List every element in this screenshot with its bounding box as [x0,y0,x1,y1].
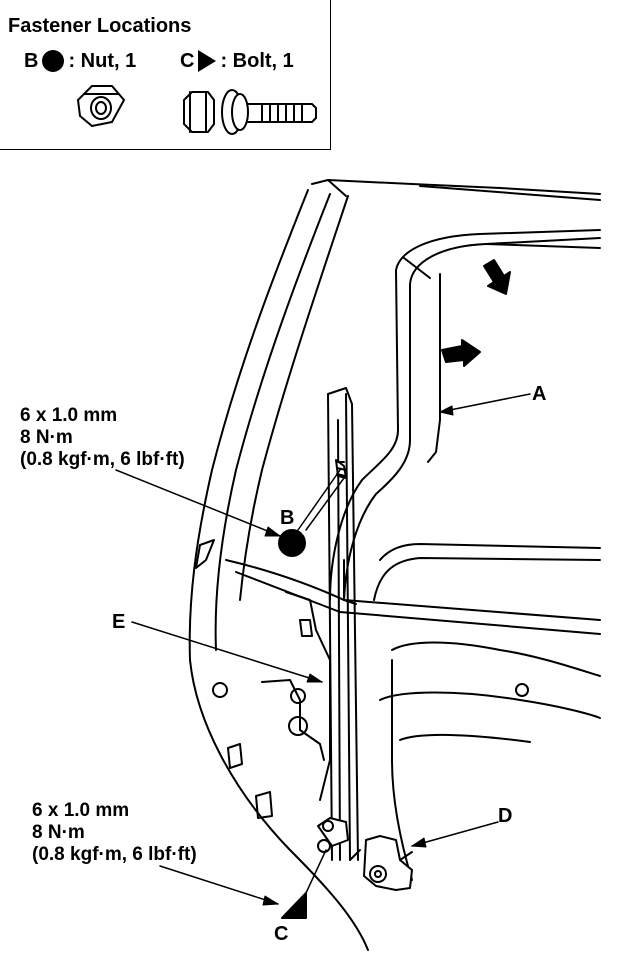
nut-dot-icon [42,50,65,72]
leader-arrowheads [262,405,454,906]
bolt-legend: C : Bolt, 1 [180,50,294,72]
direction-arrows [441,259,511,367]
bolt-c-part [317,817,349,853]
fastener-locations-box [0,0,331,150]
nut-legend: B : Nut, 1 [24,50,136,72]
nut-letter: B [24,50,39,72]
nut-b-marker [278,529,306,557]
torque-callout-c: 6 x 1.0 mm 8 N·m (0.8 kgf·m, 6 lbf·ft) [32,800,197,866]
nut-icon [77,85,125,127]
callout-b-size: 6 x 1.0 mm [20,405,118,426]
callout-c-size: 6 x 1.0 mm [32,800,130,821]
fastener-locations-title: Fastener Locations [8,15,192,37]
leader-lines [115,393,531,905]
callout-c-torque: 8 N·m [32,822,85,843]
nut-text: : Nut, 1 [68,50,137,72]
door-body [212,543,601,881]
bolt-icon [183,89,317,135]
label-d: D [498,805,513,827]
callout-b-torque: 8 N·m [20,427,73,448]
torque-callout-b: 6 x 1.0 mm 8 N·m (0.8 kgf·m, 6 lbf·ft) [20,405,185,471]
bolt-text: : Bolt, 1 [220,50,294,72]
label-c: C [274,923,289,945]
bolt-c-marker [281,892,307,919]
stud-b-part [335,459,347,479]
label-e: E [112,611,126,633]
bolt-triangle-icon [198,50,217,72]
callout-c-imperial: (0.8 kgf·m, 6 lbf·ft) [32,844,197,865]
label-a: A [532,383,547,405]
bracket-d [363,835,413,891]
run-channel [327,387,361,861]
callout-b-imperial: (0.8 kgf·m, 6 lbf·ft) [20,449,185,470]
bolt-letter: C [180,50,195,72]
label-b: B [280,507,295,529]
